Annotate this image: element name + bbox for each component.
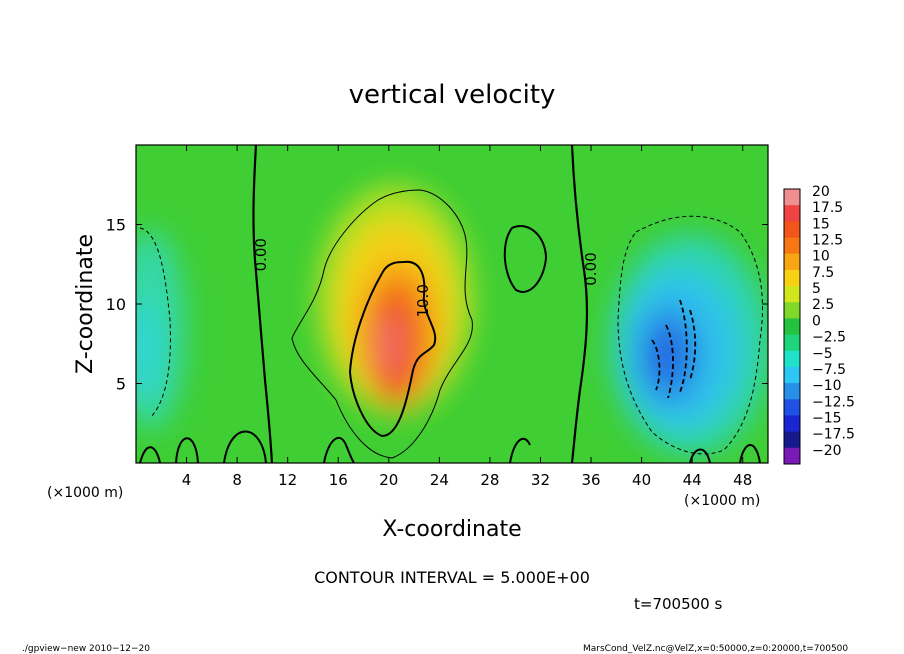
velocity-field [136,145,768,463]
y-axis-label: Z-coordinate [73,234,98,374]
contour-labels: 0.00 0.00 10.0 [252,238,600,318]
colorbar-swatch [784,366,800,384]
bottom-contour-wiggles [139,430,761,463]
colorbar-swatch [784,221,800,239]
footer-left: ./gpview−new 2010−12−20 [22,644,150,654]
negative-contour-left [139,227,171,419]
x-axis-unit-right: (×1000 m) [684,493,760,509]
chart-title: vertical velocity [349,80,556,110]
x-tick-label: 44 [683,471,702,489]
x-tick-label: 48 [733,471,752,489]
y-tick-label: 10 [106,295,126,314]
colorbar-label: 10 [812,249,830,265]
x-tick-label: 28 [480,471,499,489]
colorbar-swatch [784,415,800,433]
colorbar-label: −12.5 [812,394,855,410]
colorbar-swatch [784,253,800,271]
y-axis: 5 10 15 [106,216,768,394]
ten-contour [348,260,437,438]
x-tick-label: 20 [379,471,398,489]
colorbar-swatch [784,205,800,222]
colorbar-swatch [784,286,800,303]
five-contour [291,189,473,459]
colorbar-label: 12.5 [812,233,843,249]
colorbar-swatch [784,447,800,465]
colorbar-label: −17.5 [812,427,855,443]
colorbar-swatch [784,350,800,368]
colorbar-label: −7.5 [812,362,846,378]
colorbar-label: 7.5 [812,265,834,281]
colorbar-swatch [784,189,800,206]
zero-contour-right [570,145,589,463]
footer-right: MarsCond_VelZ.nc@VelZ,x=0:50000,z=0:2000… [583,644,848,654]
colorbar-label: −2.5 [812,330,846,346]
x-axis-unit-left: (×1000 m) [47,485,123,501]
colorbar-swatch [784,237,800,255]
time-label: t=700500 s [634,595,722,613]
positive-contour-blob [503,225,548,293]
contour-interval-note: CONTOUR INTERVAL = 5.000E+00 [314,568,590,587]
downdraft-core [652,327,680,383]
contour-label: 0.00 [252,238,270,271]
contour-label: 0.00 [582,252,600,285]
colorbar: 2017.51512.5107.552.50−2.5−5−7.5−10−12.5… [783,184,855,465]
x-axis: 4 8 12 16 20 24 28 32 36 40 44 48 [182,145,752,489]
colorbar-swatch [784,399,800,416]
colorbar-swatch [784,431,800,449]
left-downdraft-core [136,300,160,400]
x-tick-label: 24 [430,471,449,489]
x-tick-label: 12 [278,471,297,489]
colorbar-label: 2.5 [812,297,834,313]
x-tick-label: 36 [581,471,600,489]
colorbar-label: 17.5 [812,200,843,216]
colorbar-label: 5 [812,281,821,297]
x-tick-label: 40 [632,471,651,489]
updraft-peak [382,313,398,377]
y-tick-label: 5 [116,375,126,394]
y-tick-label: 15 [106,216,126,235]
colorbar-swatch [784,302,800,319]
colorbar-swatch [784,318,800,336]
colorbar-swatch [784,334,800,352]
x-tick-label: 4 [182,471,192,489]
colorbar-swatch [784,269,800,287]
x-tick-label: 16 [329,471,348,489]
colorbar-label: −10 [812,378,842,394]
colorbar-label: 20 [812,184,830,200]
negative-contour-right-inner [651,299,697,399]
x-axis-label: X-coordinate [382,517,521,542]
colorbar-label: 15 [812,216,830,232]
colorbar-frame [783,188,801,465]
colorbar-label: −20 [812,443,842,459]
colorbar-label: 0 [812,313,821,329]
contour-label: 10.0 [414,284,432,317]
colorbar-label: −15 [812,410,842,426]
colorbar-label: −5 [812,346,833,362]
x-tick-label: 8 [232,471,242,489]
x-tick-label: 32 [531,471,550,489]
colorbar-swatch [784,383,800,400]
zero-contour-left [252,145,274,463]
